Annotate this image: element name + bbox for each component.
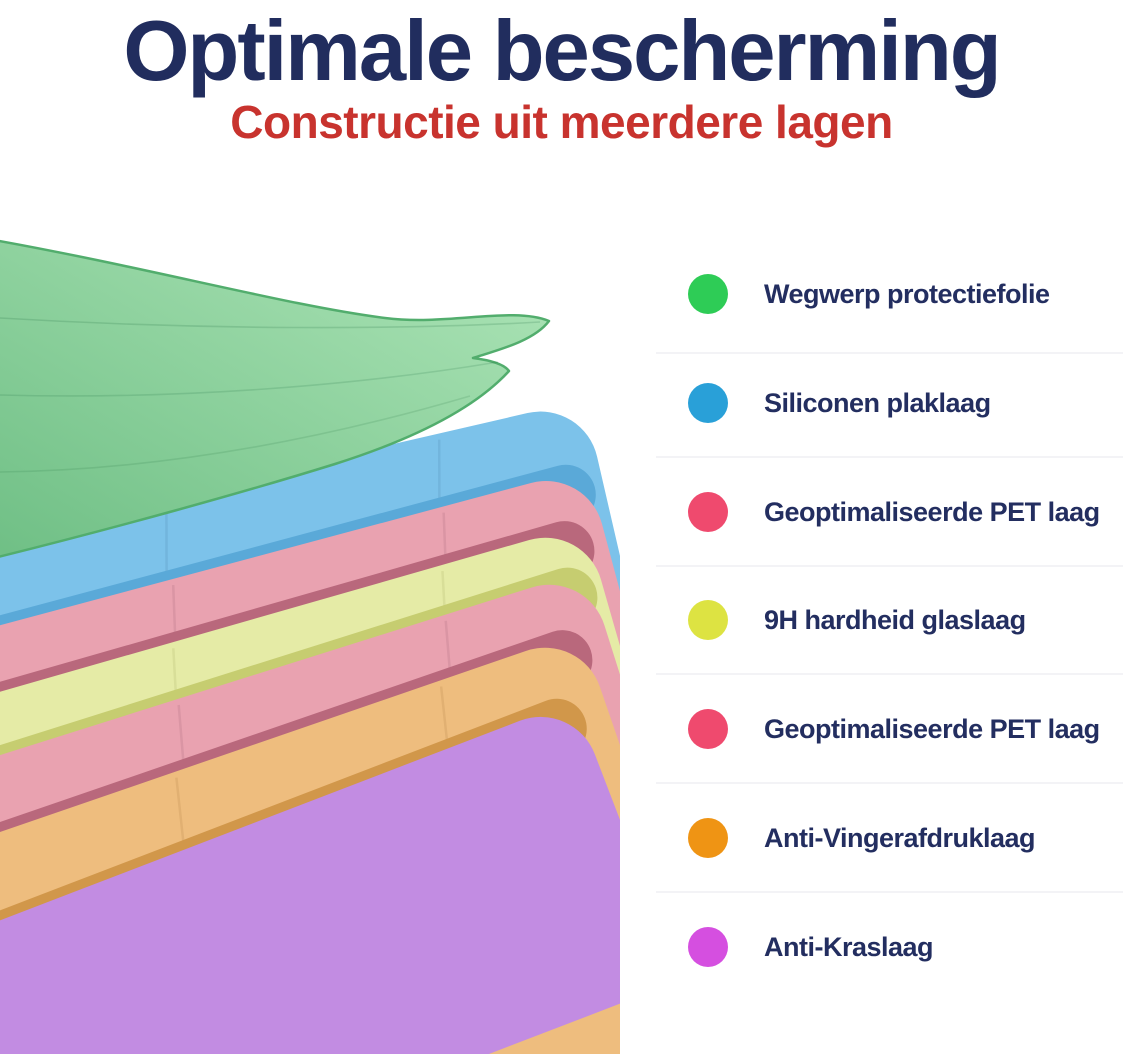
layer-wegwerp-film: [0, 239, 551, 558]
legend-dot-orange: [688, 818, 728, 858]
legend-label: Geoptimaliseerde PET laag: [764, 713, 1100, 744]
legend-item-siliconen-plaklaag: Siliconen plaklaag: [688, 383, 991, 423]
legend-label: Anti-Vingerafdruklaag: [764, 822, 1036, 853]
legend-label: Anti-Kraslaag: [764, 931, 934, 962]
legend-row-divider: [656, 352, 1123, 354]
legend-row-divider: [656, 673, 1123, 675]
legend-label: Siliconen plaklaag: [764, 387, 991, 418]
legend-item-anti-vingerafdruklaag: Anti-Vingerafdruklaag: [688, 818, 1036, 858]
legend-row-divider: [656, 782, 1123, 784]
legend-item-anti-kraslaag: Anti-Kraslaag: [688, 927, 934, 967]
legend-row-divider: [656, 565, 1123, 567]
legend-dot-green: [688, 274, 728, 314]
legend-item-geoptimaliseerde-pet-1: Geoptimaliseerde PET laag: [688, 492, 1100, 532]
legend-item-wegwerp-protectiefolie: Wegwerp protectiefolie: [688, 274, 1050, 314]
legend-item-geoptimaliseerde-pet-2: Geoptimaliseerde PET laag: [688, 709, 1100, 749]
page-title: Optimale bescherming: [123, 4, 1001, 99]
legend-row-divider: [656, 891, 1123, 893]
legend-label: Wegwerp protectiefolie: [764, 278, 1050, 309]
page-subtitle: Constructie uit meerdere lagen: [230, 96, 893, 148]
legend-dot-pink: [688, 492, 728, 532]
legend-dot-blue: [688, 383, 728, 423]
layer-anti-kras: [0, 716, 620, 1054]
legend-item-9h-hardheid-glaslaag: 9H hardheid glaslaag: [688, 600, 1026, 640]
legend-label: 9H hardheid glaslaag: [764, 604, 1026, 635]
legend-dot-pink: [688, 709, 728, 749]
legend-dot-magenta: [688, 927, 728, 967]
layers-illustration: [0, 239, 620, 1054]
legend-label: Geoptimaliseerde PET laag: [764, 496, 1100, 527]
legend-row-divider: [656, 456, 1123, 458]
legend-dot-yellow: [688, 600, 728, 640]
